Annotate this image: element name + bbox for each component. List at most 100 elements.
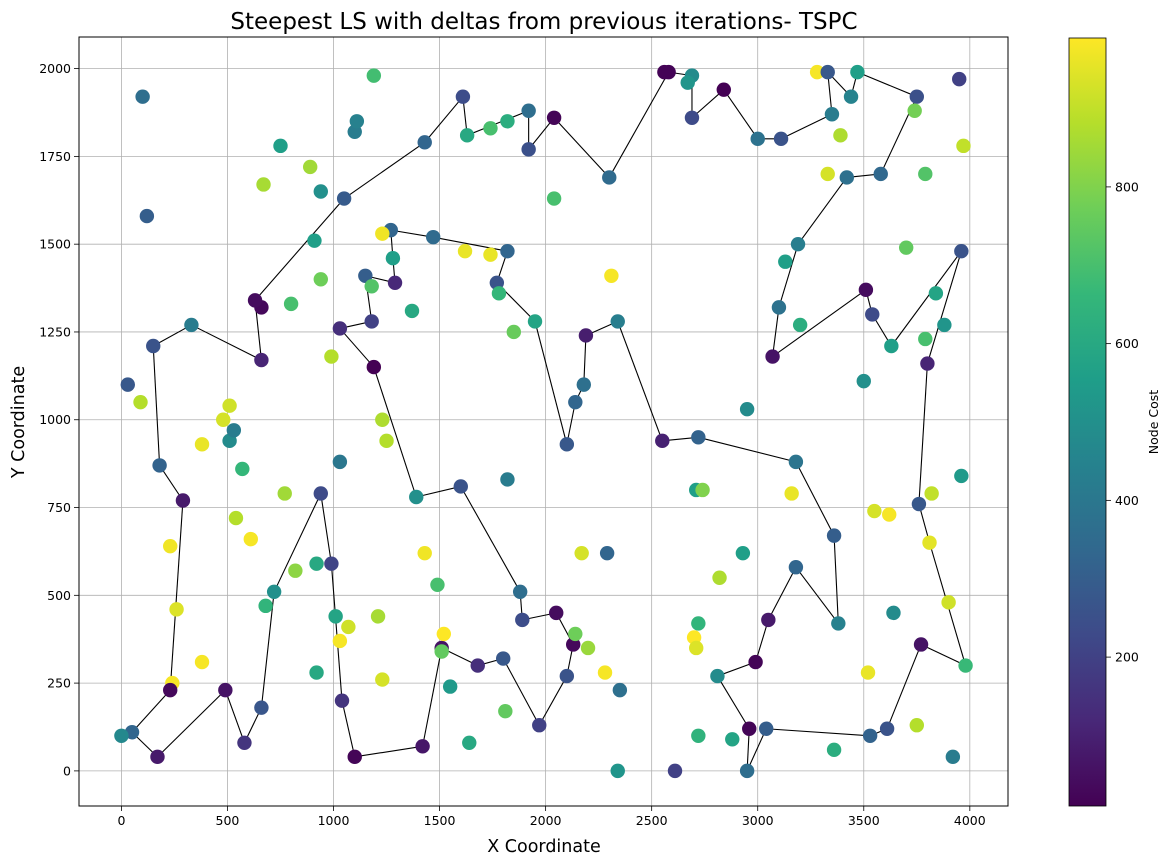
- node-point: [913, 637, 929, 652]
- node-point: [453, 479, 468, 494]
- tour-edge: [152, 345, 161, 466]
- tour-edge: [502, 658, 540, 726]
- colorbar-label: Node Cost: [1146, 390, 1161, 454]
- node-point: [691, 728, 706, 743]
- node-point: [277, 486, 292, 501]
- node-point: [459, 128, 475, 143]
- node-point: [918, 331, 933, 347]
- node-point: [546, 191, 562, 206]
- node-point: [470, 658, 485, 673]
- node-point: [404, 303, 420, 319]
- node-point: [313, 184, 328, 199]
- node-point: [928, 286, 944, 301]
- tour-edge: [224, 689, 245, 743]
- node-point: [515, 612, 530, 628]
- node-point: [417, 545, 432, 561]
- node-point: [375, 226, 390, 241]
- x-tick-label: 4000: [954, 813, 986, 828]
- tour-edge: [433, 236, 508, 252]
- node-point: [258, 598, 273, 614]
- node-point: [761, 612, 776, 628]
- node-point: [358, 268, 373, 283]
- y-tick-label: 2000: [39, 61, 71, 76]
- tour-edge: [373, 366, 417, 498]
- node-point: [788, 454, 804, 470]
- node-point: [426, 229, 441, 245]
- colorbar-tick-label: 400: [1115, 493, 1139, 508]
- node-point: [387, 275, 403, 290]
- tour-edge: [157, 689, 226, 758]
- node-point: [496, 651, 511, 666]
- node-point: [843, 89, 859, 104]
- node-point: [483, 121, 498, 136]
- node-point: [907, 103, 922, 118]
- node-point: [574, 545, 589, 561]
- node-point: [500, 472, 515, 487]
- node-point: [324, 349, 339, 364]
- node-point: [430, 577, 445, 592]
- colorbar-ticks: 200 400 600 800: [1106, 179, 1139, 665]
- node-point: [375, 412, 390, 427]
- x-tick-label: 1500: [424, 813, 456, 828]
- node-point: [512, 584, 528, 600]
- tour-edge: [767, 566, 797, 621]
- node-point: [568, 394, 583, 410]
- tour-edge: [260, 591, 275, 708]
- tour-edge: [795, 461, 835, 536]
- node-point: [483, 247, 498, 262]
- node-point: [328, 609, 343, 624]
- node-point: [366, 359, 382, 375]
- node-point: [434, 644, 449, 659]
- node-point: [790, 236, 806, 252]
- node-point: [228, 510, 244, 526]
- node-point: [882, 507, 897, 522]
- node-point: [184, 317, 199, 333]
- node-point: [273, 138, 288, 154]
- tour-edge: [716, 675, 750, 730]
- colorbar-tick-label: 200: [1115, 650, 1139, 665]
- node-point: [324, 556, 339, 571]
- tour-edge: [926, 251, 962, 364]
- node-point: [218, 682, 233, 698]
- node-point: [824, 107, 840, 122]
- tour-edge: [254, 198, 345, 301]
- y-tick-label: 0: [63, 763, 71, 778]
- node-point: [442, 679, 458, 694]
- node-point: [169, 602, 184, 617]
- tour-edge: [857, 71, 918, 98]
- node-point: [120, 377, 135, 392]
- node-point: [954, 243, 969, 259]
- node-point: [559, 668, 575, 684]
- node-point: [739, 402, 755, 417]
- node-point: [375, 672, 390, 687]
- tour-edge: [354, 745, 423, 758]
- node-point: [226, 423, 242, 438]
- node-point: [684, 110, 700, 125]
- node-point: [937, 317, 952, 333]
- node-point: [527, 314, 543, 329]
- node-point: [773, 131, 789, 147]
- tour-edge: [797, 177, 848, 245]
- y-tick-label: 250: [47, 676, 71, 691]
- node-point: [237, 735, 252, 750]
- node-point: [820, 166, 835, 182]
- node-point: [150, 749, 165, 765]
- tour-edge: [330, 563, 343, 701]
- node-point: [243, 531, 259, 547]
- node-point: [725, 732, 740, 747]
- node-point: [133, 394, 148, 410]
- node-point: [858, 282, 874, 298]
- tour-edge: [608, 71, 670, 178]
- y-axis-ticks: 0 250 500 750 1000 1250 1500 1750 2000: [39, 61, 79, 778]
- x-tick-label: 1000: [318, 813, 350, 828]
- node-point: [879, 721, 895, 736]
- node-point: [604, 268, 619, 283]
- node-point: [831, 616, 846, 631]
- node-point: [559, 437, 575, 452]
- node-point: [462, 735, 477, 750]
- node-point: [307, 233, 322, 248]
- node-point: [667, 763, 683, 779]
- y-tick-label: 1250: [39, 324, 71, 339]
- node-point: [784, 486, 799, 501]
